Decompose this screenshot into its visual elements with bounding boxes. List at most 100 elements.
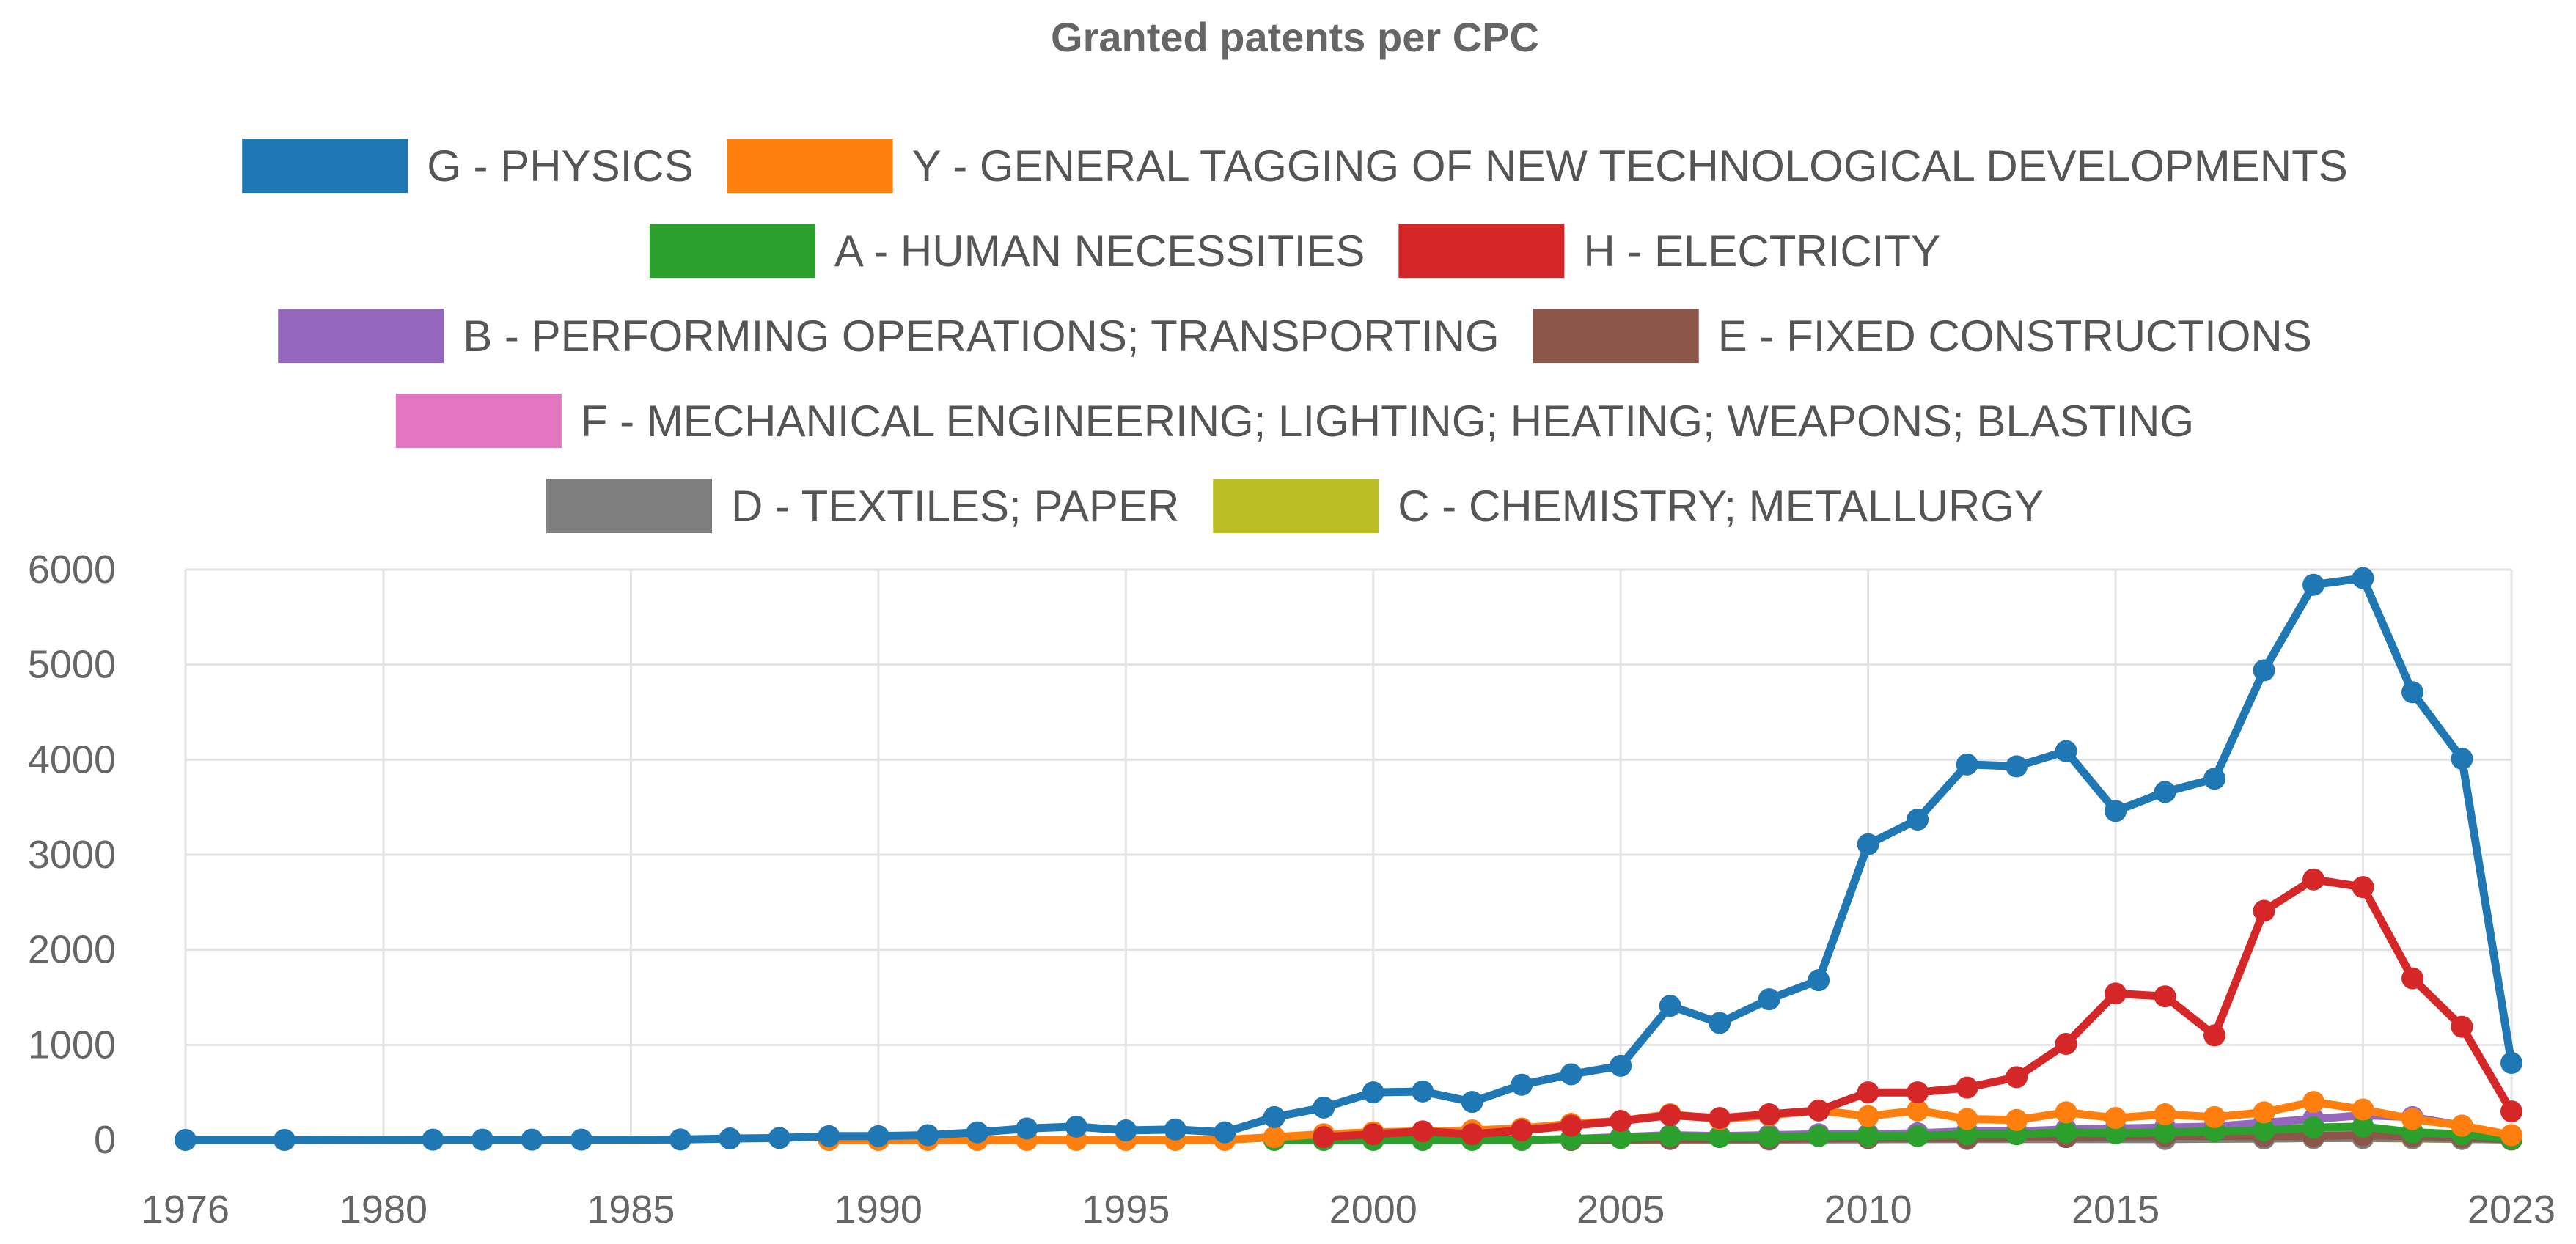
data-point-h	[1758, 1103, 1780, 1125]
data-point-g	[422, 1128, 444, 1151]
data-point-h	[2451, 1015, 2473, 1038]
data-point-g	[1362, 1081, 1384, 1104]
data-point-y	[1907, 1099, 1929, 1122]
y-tick-label: 5000	[28, 643, 116, 687]
data-point-g	[2302, 573, 2325, 596]
data-point-h	[2401, 967, 2424, 990]
data-point-g	[2500, 1051, 2522, 1074]
y-tick-label: 3000	[28, 833, 116, 877]
data-point-h	[2105, 982, 2127, 1005]
data-point-y	[2055, 1101, 2077, 1124]
data-point-g	[2055, 740, 2077, 762]
y-tick-label: 2000	[28, 928, 116, 972]
data-point-h	[1461, 1123, 1483, 1146]
legend-swatch-y	[727, 139, 893, 193]
legend-label-g: G - PHYSICS	[427, 141, 693, 191]
data-point-g	[768, 1127, 790, 1149]
data-point-g	[1610, 1054, 1632, 1077]
data-point-g	[1857, 833, 1879, 855]
data-point-g	[2401, 681, 2424, 704]
data-point-g	[1412, 1080, 1434, 1103]
data-point-y	[2154, 1103, 2176, 1125]
data-point-a	[2253, 1119, 2275, 1142]
data-point-a	[1709, 1126, 1731, 1149]
data-point-g	[1263, 1105, 1285, 1128]
x-tick-label: 1985	[587, 1188, 675, 1232]
data-point-g	[175, 1129, 197, 1151]
legend-swatch-g	[242, 139, 408, 193]
y-tick-label: 6000	[28, 548, 116, 592]
y-tick-label: 1000	[28, 1023, 116, 1067]
x-tick-label: 1976	[142, 1188, 230, 1232]
data-point-g	[2203, 768, 2226, 790]
data-point-h	[2500, 1100, 2522, 1123]
x-tick-label: 2023	[2467, 1188, 2555, 1232]
legend-swatch-e	[1533, 309, 1699, 363]
data-point-g	[1956, 753, 1978, 776]
data-point-y	[2352, 1098, 2374, 1121]
data-point-g	[1758, 988, 1780, 1011]
data-point-g	[669, 1128, 691, 1151]
data-point-g	[2154, 781, 2176, 803]
data-point-a	[1857, 1125, 1879, 1147]
data-point-y	[2500, 1124, 2522, 1147]
legend-label-h: H - ELECTRICITY	[1583, 227, 1940, 276]
legend-label-e: E - FIXED CONSTRUCTIONS	[1718, 312, 2312, 361]
data-point-g	[1907, 809, 1929, 831]
x-tick-label: 1990	[834, 1188, 922, 1232]
data-point-h	[1412, 1120, 1434, 1143]
legend-label-d: D - TEXTILES; PAPER	[731, 482, 1179, 531]
data-point-y	[2253, 1101, 2275, 1124]
data-point-h	[2253, 899, 2275, 922]
series-line-g	[181, 574, 2516, 1144]
data-point-g	[570, 1128, 592, 1151]
data-point-y	[1956, 1108, 1978, 1130]
data-point-g	[1016, 1117, 1038, 1140]
legend-swatch-d	[546, 479, 713, 533]
legend-swatch-b	[278, 309, 444, 363]
data-point-h	[1511, 1119, 1533, 1142]
data-point-h	[1313, 1126, 1335, 1149]
data-point-g	[1461, 1091, 1483, 1114]
legend-label-y: Y - GENERAL TAGGING OF NEW TECHNOLOGICAL…	[912, 141, 2348, 191]
data-point-g	[1214, 1121, 1236, 1144]
data-point-y	[2203, 1105, 2226, 1128]
data-point-h	[1659, 1104, 1681, 1127]
data-point-g	[2253, 659, 2275, 682]
series-h	[1313, 868, 2522, 1149]
data-point-h	[2055, 1033, 2077, 1056]
chart-title: Granted patents per CPC	[1051, 14, 1539, 60]
legend: G - PHYSICS Y - GENERAL TAGGING OF NEW TE…	[242, 139, 2348, 533]
data-point-g	[2352, 567, 2374, 589]
data-point-g	[1065, 1115, 1087, 1138]
x-tick-label: 2000	[1329, 1188, 1417, 1232]
grid	[184, 568, 2513, 1141]
data-point-y	[2401, 1108, 2424, 1130]
data-point-g	[1808, 969, 1830, 992]
y-tick-label: 4000	[28, 737, 116, 781]
x-tick-label: 2010	[1824, 1188, 1912, 1232]
data-point-g	[2451, 748, 2473, 770]
data-point-g	[1313, 1096, 1335, 1119]
y-axis: 0 1000 2000 3000 4000 5000 6000	[28, 548, 116, 1162]
data-point-h	[1808, 1099, 1830, 1122]
data-point-a	[2302, 1116, 2325, 1139]
data-point-a	[2055, 1121, 2077, 1144]
data-point-g	[2006, 755, 2028, 778]
data-point-y	[2105, 1107, 2127, 1130]
data-point-h	[2352, 876, 2374, 899]
data-point-h	[2203, 1024, 2226, 1047]
data-point-g	[966, 1121, 988, 1144]
x-axis: 1976 1980 1985 1990 1995 2000 2005 2010 2015 2023	[142, 1188, 2555, 1232]
data-point-g	[2105, 800, 2127, 822]
data-point-a	[2154, 1121, 2176, 1144]
x-tick-label: 2005	[1577, 1188, 1665, 1232]
data-point-h	[2302, 868, 2325, 891]
data-point-g	[867, 1125, 889, 1147]
legend-swatch-c	[1213, 479, 1379, 533]
data-point-h	[2154, 985, 2176, 1008]
data-point-a	[1610, 1127, 1632, 1149]
data-point-g	[1659, 995, 1681, 1017]
data-point-h	[2006, 1066, 2028, 1089]
